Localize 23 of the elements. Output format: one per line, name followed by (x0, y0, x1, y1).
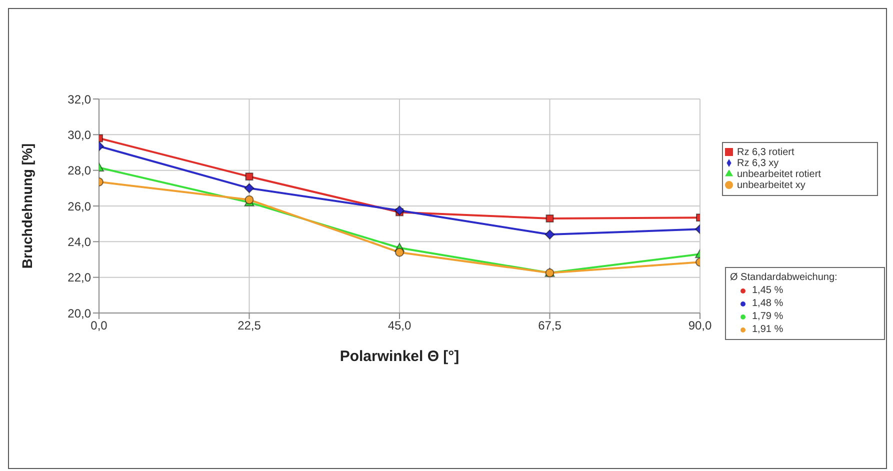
y-tick-label: 28,0 (68, 164, 92, 178)
y-tick-label: 32,0 (68, 92, 92, 106)
legend-label: Rz 6,3 rotiert (737, 147, 794, 158)
text: 1,45 % (752, 285, 784, 296)
y-tick-label: 26,0 (68, 199, 92, 214)
text: 1,79 % (752, 311, 784, 322)
x-tick-label: 0,0 (90, 318, 108, 333)
legend-label: unbearbeitet rotiert (737, 169, 821, 180)
x-tick-label: 22,5 (238, 318, 262, 333)
text: Ø Standardabweichung: (730, 272, 838, 283)
y-axis-title: Bruchdehnung [%] (18, 143, 35, 269)
x-axis-title: Polarwinkel Θ [°] (340, 348, 460, 365)
x-tick-label: 45,0 (388, 318, 412, 333)
y-tick-label: 30,0 (68, 128, 92, 142)
y-tick-label: 24,0 (68, 234, 92, 249)
x-tick-label: 90,0 (688, 318, 712, 333)
text: 1,91 % (752, 324, 784, 335)
legend-label: Rz 6,3 xy (737, 158, 779, 169)
legend-label: unbearbeitet xy (737, 180, 806, 191)
text: 1,48 % (752, 298, 784, 309)
y-tick-label: 22,0 (68, 270, 92, 285)
x-tick-label: 67,5 (538, 318, 562, 333)
y-tick-label: 20,0 (68, 306, 92, 320)
